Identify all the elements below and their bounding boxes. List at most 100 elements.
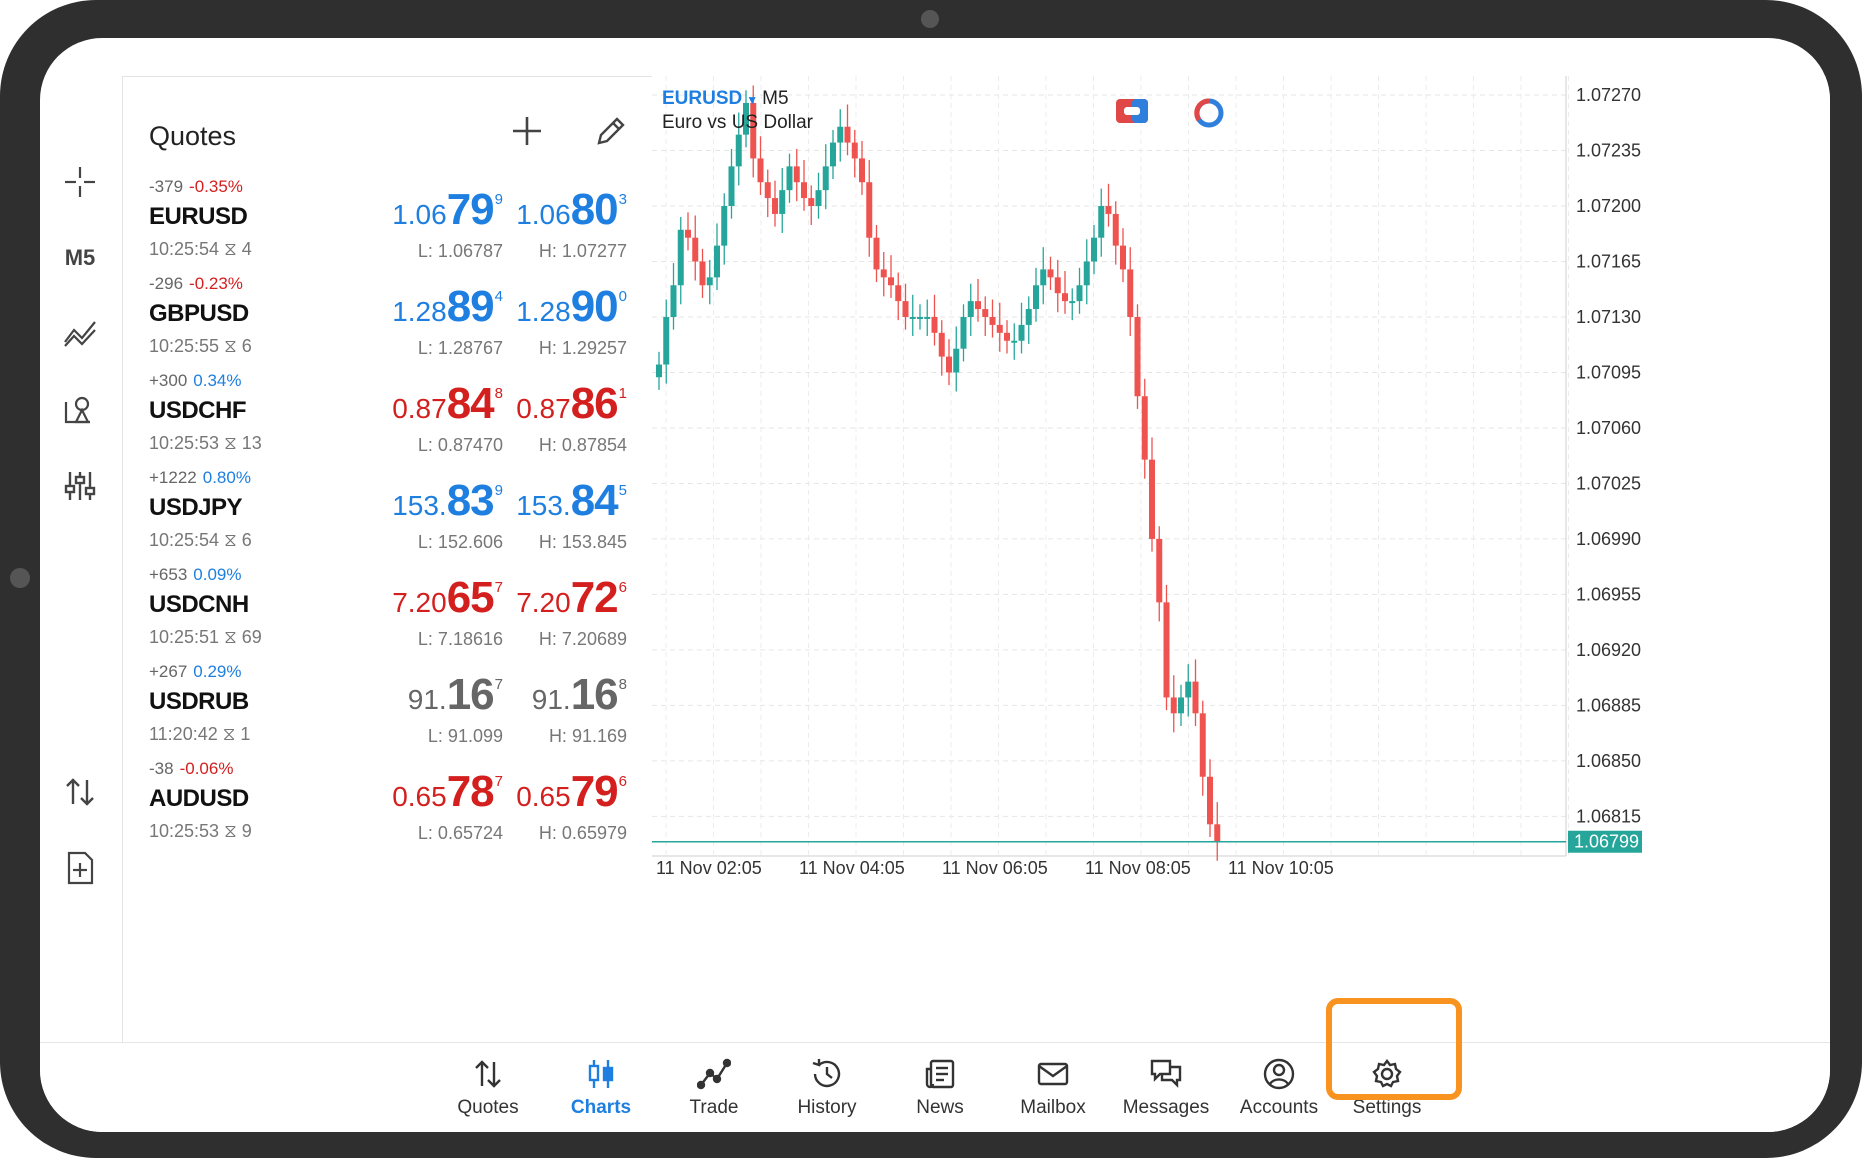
history-clock-icon bbox=[812, 1059, 841, 1088]
low-price: L: 1.28767 bbox=[417, 338, 503, 358]
bid-price[interactable]: 153.839 bbox=[392, 476, 503, 526]
nav-history[interactable]: History bbox=[772, 1057, 882, 1119]
edit-symbols-button[interactable] bbox=[587, 107, 635, 155]
quote-change: +267 0.29% bbox=[149, 662, 242, 682]
price-axis-label: 1.07025 bbox=[1576, 473, 1641, 493]
candle-body bbox=[1170, 697, 1177, 714]
candle-body bbox=[786, 166, 793, 191]
candle-body bbox=[779, 190, 786, 214]
bid-price[interactable]: 0.87848 bbox=[392, 379, 503, 429]
candle-body bbox=[830, 142, 836, 167]
change-percent: -0.23% bbox=[189, 274, 243, 293]
account-user-icon bbox=[1263, 1058, 1295, 1090]
change-percent: 0.80% bbox=[202, 468, 251, 487]
candle-body bbox=[714, 245, 720, 278]
ask-price-prefix: 7.20 bbox=[516, 587, 571, 618]
candle-body bbox=[1011, 340, 1018, 343]
quote-row[interactable]: +653 0.09% USDCNH 10:25:51 ⧖ 69 7.20657 7.207… bbox=[123, 565, 653, 680]
bid-price[interactable]: 7.20657 bbox=[392, 573, 503, 623]
quote-time: 11:20:42 ⧖ 1 bbox=[149, 724, 250, 745]
quotes-arrows-icon bbox=[475, 1060, 501, 1088]
candle-body bbox=[975, 301, 981, 310]
chart-area[interactable]: 1.07270 1.07235 1.07200 1.07165 1.07130 1.070… bbox=[652, 76, 1830, 1044]
ask-price-prefix: 1.06 bbox=[516, 199, 571, 230]
candle-body bbox=[1076, 285, 1083, 302]
nav-mailbox[interactable]: Mailbox bbox=[998, 1057, 1108, 1119]
ask-price[interactable]: 1.06803 bbox=[516, 185, 627, 235]
quote-row[interactable]: +1222 0.80% USDJPY 10:25:54 ⧖ 6 153.839 153.8… bbox=[123, 468, 653, 583]
candlestick-chart-icon bbox=[588, 1060, 614, 1088]
ask-price[interactable]: 91.168 bbox=[532, 670, 627, 720]
bid-price-fraction: 4 bbox=[494, 288, 503, 305]
nav-label: Settings bbox=[1352, 1097, 1422, 1118]
chart-symbol[interactable]: EURUSD bbox=[662, 88, 743, 109]
high-price: H: 153.845 bbox=[538, 532, 627, 552]
low-price: L: 0.87470 bbox=[417, 435, 503, 455]
crosshair-icon[interactable] bbox=[54, 156, 106, 208]
nav-label: Quotes bbox=[457, 1097, 519, 1118]
side-sensor bbox=[10, 568, 30, 588]
quote-row[interactable]: +267 0.29% USDRUB 11:20:42 ⧖ 1 91.167 91.168 L… bbox=[123, 662, 653, 777]
time-axis-label: 11 Nov 10:05 bbox=[1228, 858, 1334, 878]
candle-body bbox=[960, 316, 967, 349]
indicators-icon[interactable] bbox=[54, 308, 106, 360]
candle-body bbox=[801, 182, 807, 199]
chart-symbol-title[interactable]: EURUSD ▼ M5 bbox=[662, 88, 789, 110]
quote-spread: 4 bbox=[241, 239, 252, 259]
spread-icon: ⧖ bbox=[224, 433, 237, 453]
timeframe-button[interactable]: M5 bbox=[64, 245, 96, 270]
price-axis-label: 1.07095 bbox=[1576, 362, 1641, 382]
candle-body bbox=[917, 316, 923, 319]
nav-quotes[interactable]: Quotes bbox=[433, 1057, 543, 1119]
nav-accounts[interactable]: Accounts bbox=[1224, 1057, 1334, 1119]
ask-price[interactable]: 153.845 bbox=[516, 476, 627, 526]
nav-trade[interactable]: Trade bbox=[659, 1057, 769, 1119]
change-percent: 0.29% bbox=[193, 662, 242, 681]
quote-row[interactable]: -296 -0.23% GBPUSD 10:25:55 ⧖ 6 1.28894 1.289… bbox=[123, 274, 653, 389]
price-axis-label: 1.07235 bbox=[1576, 141, 1641, 161]
bid-price[interactable]: 0.65787 bbox=[392, 767, 503, 817]
new-order-icon[interactable] bbox=[54, 842, 106, 894]
news-icon bbox=[925, 1059, 955, 1089]
bid-price[interactable]: 91.167 bbox=[408, 670, 503, 720]
candle-body bbox=[888, 277, 894, 286]
candle-body bbox=[909, 316, 916, 319]
high-price: H: 1.07277 bbox=[538, 241, 627, 261]
one-click-trading-icon[interactable] bbox=[54, 766, 106, 818]
quote-row[interactable]: -379 -0.35% EURUSD 10:25:54 ⧖ 4 1.06799 1.068… bbox=[123, 177, 653, 292]
add-symbol-button[interactable] bbox=[503, 107, 551, 155]
nav-messages[interactable]: Messages bbox=[1111, 1057, 1221, 1119]
chat-bubbles-icon bbox=[1150, 1059, 1182, 1088]
low-price: L: 0.65724 bbox=[417, 823, 503, 843]
chart-settings-icon[interactable] bbox=[54, 460, 106, 512]
candle-body bbox=[735, 134, 742, 167]
nav-news[interactable]: News bbox=[885, 1057, 995, 1119]
ask-price[interactable]: 7.20726 bbox=[516, 573, 627, 623]
candle-body bbox=[1163, 602, 1170, 698]
objects-icon[interactable] bbox=[54, 384, 106, 436]
ask-price-prefix: 0.87 bbox=[516, 393, 571, 424]
change-points: -38 bbox=[149, 759, 174, 778]
bid-price[interactable]: 1.06799 bbox=[392, 185, 503, 235]
spread-icon: ⧖ bbox=[222, 724, 236, 744]
ask-price[interactable]: 1.28900 bbox=[516, 282, 627, 332]
ask-price[interactable]: 0.87861 bbox=[516, 379, 627, 429]
candle-body bbox=[699, 261, 706, 286]
quote-row[interactable]: -38 -0.06% AUDUSD 10:25:53 ⧖ 9 0.65787 0.6579… bbox=[123, 759, 653, 874]
candle-body bbox=[1083, 261, 1090, 286]
ask-price[interactable]: 0.65796 bbox=[516, 767, 627, 817]
bid-price-prefix: 0.65 bbox=[392, 781, 447, 812]
signals-icon[interactable] bbox=[1115, 98, 1149, 124]
candle-body bbox=[1112, 213, 1119, 246]
candle-body bbox=[1098, 206, 1105, 238]
trade-signal-icon[interactable] bbox=[1192, 96, 1226, 130]
quote-row[interactable]: +300 0.34% USDCHF 10:25:53 ⧖ 13 0.87848 0.878… bbox=[123, 371, 653, 486]
quote-spread: 9 bbox=[241, 821, 252, 841]
spread-icon: ⧖ bbox=[224, 336, 237, 356]
high-price: H: 0.87854 bbox=[538, 435, 627, 455]
price-chart[interactable]: 1.07270 1.07235 1.07200 1.07165 1.07130 1.070… bbox=[652, 76, 1830, 1044]
nav-settings[interactable]: Settings bbox=[1332, 1057, 1442, 1119]
ask-price-fraction: 3 bbox=[618, 191, 627, 208]
nav-charts[interactable]: Charts bbox=[546, 1057, 656, 1119]
bid-price[interactable]: 1.28894 bbox=[392, 282, 503, 332]
